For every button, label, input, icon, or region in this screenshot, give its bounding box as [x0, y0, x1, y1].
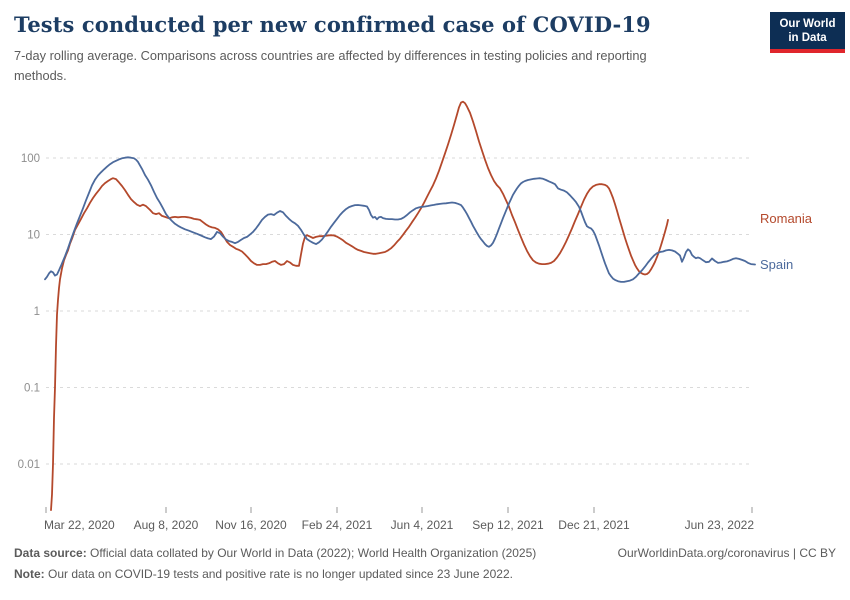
x-axis-tick-label: Feb 24, 2021	[302, 518, 373, 532]
chart-line-spain[interactable]	[44, 156, 756, 283]
y-axis-tick-label: 10	[27, 230, 40, 242]
attribution-line: OurWorldinData.org/coronavirus | CC BY	[618, 545, 836, 562]
x-axis-tick-label: Dec 21, 2021	[558, 518, 630, 532]
series-label-romania[interactable]: Romania	[760, 211, 813, 226]
y-axis-tick-label: 100	[21, 153, 40, 165]
x-axis-tick-label: Aug 8, 2020	[134, 518, 199, 532]
x-axis-tick-label: Nov 16, 2020	[215, 518, 287, 532]
series-label-spain[interactable]: Spain	[760, 257, 793, 272]
note-label: Note:	[14, 567, 45, 582]
chart-line-romania[interactable]	[50, 100, 669, 512]
data-source-label: Data source:	[14, 546, 87, 560]
y-axis-tick-label: 0.01	[18, 459, 40, 471]
owid-logo-line1: Our World	[779, 18, 836, 30]
page-title: Tests conducted per new confirmed case o…	[14, 12, 651, 37]
chart-subtitle: 7-day rolling average. Comparisons acros…	[14, 48, 647, 84]
y-axis-tick-label: 0.1	[24, 383, 40, 395]
license-text: | CC BY	[789, 546, 836, 560]
y-axis-tick-label: 1	[34, 306, 40, 318]
chart-footer: Data source: Official data collated by O…	[14, 545, 836, 584]
data-source-line: Data source: Official data collated by O…	[14, 545, 536, 562]
x-axis-tick-label: Jun 23, 2022	[685, 518, 755, 532]
owid-logo-line2: in Data	[788, 32, 827, 44]
x-axis-tick-label: Sep 12, 2021	[472, 518, 544, 532]
chart-header: Tests conducted per new confirmed case o…	[14, 12, 754, 86]
note-text: Our data on COVID-19 tests and positive …	[44, 567, 513, 582]
owid-coronavirus-link[interactable]: OurWorldinData.org/coronavirus	[617, 546, 790, 560]
owid-logo[interactable]: Our World in Data	[770, 12, 845, 53]
x-axis-tick-label: Mar 22, 2020	[44, 518, 115, 532]
data-source-text: Official data collated by Our World in D…	[86, 546, 537, 560]
x-axis-tick-label: Jun 4, 2021	[391, 518, 454, 532]
